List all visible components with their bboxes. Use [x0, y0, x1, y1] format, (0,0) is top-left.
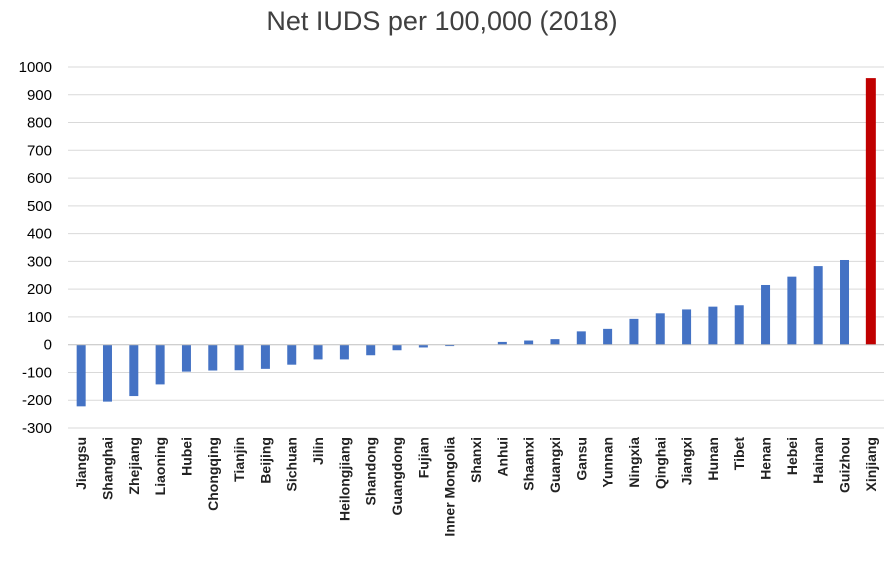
bar	[497, 341, 507, 345]
bar	[208, 344, 218, 371]
bar	[576, 331, 586, 345]
y-tick-label: 300	[27, 253, 52, 270]
bar	[339, 344, 349, 360]
x-category-label: Hainan	[810, 437, 826, 484]
x-category-label: Jiangxi	[679, 437, 695, 485]
bar	[445, 344, 455, 347]
x-category-label: Yunnan	[600, 437, 616, 488]
y-tick-label: 600	[27, 170, 52, 187]
x-category-label: Shandong	[363, 437, 379, 505]
y-tick-label: 0	[44, 337, 52, 354]
x-category-label: Jiangsu	[73, 437, 89, 490]
x-category-label: Beijing	[257, 437, 273, 484]
bar	[734, 305, 744, 345]
x-category-label: Guizhou	[837, 437, 853, 493]
y-tick-label: -100	[22, 364, 52, 381]
y-tick-label: 200	[27, 281, 52, 298]
x-category-label: Shanxi	[468, 437, 484, 483]
x-category-label: Ningxia	[626, 437, 642, 488]
y-tick-label: 400	[27, 226, 52, 243]
y-tick-label: 500	[27, 198, 52, 215]
bar	[102, 344, 112, 402]
x-category-label: Chongqing	[205, 437, 221, 511]
y-tick-label: 100	[27, 309, 52, 326]
x-category-label: Liaoning	[152, 437, 168, 495]
bar	[287, 344, 297, 365]
bar	[234, 344, 244, 371]
x-category-label: Tianjin	[231, 437, 247, 482]
bar	[392, 344, 402, 351]
bar	[129, 344, 139, 397]
x-category-label: Qinghai	[652, 437, 668, 489]
x-category-label: Tibet	[731, 437, 747, 471]
x-category-label: Sichuan	[284, 437, 300, 491]
x-category-label: Zhejiang	[126, 437, 142, 495]
bar	[155, 344, 165, 385]
y-tick-label: -300	[22, 420, 52, 437]
x-category-label: Anhui	[494, 437, 510, 477]
y-tick-label: -200	[22, 392, 52, 409]
x-category-label: Heilongjiang	[336, 437, 352, 521]
bar	[260, 344, 270, 369]
x-category-label: Shaanxi	[521, 437, 537, 491]
x-category-label: Xinjiang	[863, 437, 879, 491]
x-category-label: Shanghai	[99, 437, 115, 500]
chart-title: Net IUDS per 100,000 (2018)	[266, 6, 618, 36]
bar	[366, 344, 376, 356]
bar	[418, 344, 428, 348]
y-tick-label: 700	[27, 142, 52, 159]
bar	[865, 78, 876, 345]
gridlines	[68, 66, 884, 429]
x-category-label: Hunan	[705, 437, 721, 481]
bar	[181, 344, 191, 372]
x-category-label: Gansu	[573, 437, 589, 481]
x-category-label: Guangdong	[389, 437, 405, 516]
x-category-label: Hubei	[178, 437, 194, 476]
bars	[76, 78, 876, 407]
x-category-label: Inner Mongolia	[442, 437, 458, 537]
bar	[655, 313, 665, 345]
y-tick-label: 800	[27, 115, 52, 132]
x-category-label: Hebei	[784, 437, 800, 475]
bar	[550, 339, 560, 345]
y-axis-tick-labels: 10009008007006005004003002001000-100-200…	[19, 59, 52, 437]
x-axis-category-labels: Jiangsu Shanghai Zhejiang Liaoning Hubei Chon…	[73, 437, 879, 537]
bar	[813, 266, 823, 345]
y-tick-label: 1000	[19, 59, 52, 76]
bar	[629, 318, 639, 345]
bar	[682, 309, 692, 345]
bar	[761, 284, 771, 345]
x-category-label: Jilin	[310, 437, 326, 465]
x-category-label: Fujian	[415, 437, 431, 478]
bar	[708, 306, 718, 345]
bar	[76, 344, 86, 407]
x-category-label: Henan	[758, 437, 774, 480]
bar	[840, 259, 850, 345]
bar	[603, 328, 613, 345]
x-category-label: Guangxi	[547, 437, 563, 493]
bar	[313, 344, 323, 360]
bar	[524, 340, 534, 345]
bar	[787, 276, 797, 345]
y-tick-label: 900	[27, 87, 52, 104]
